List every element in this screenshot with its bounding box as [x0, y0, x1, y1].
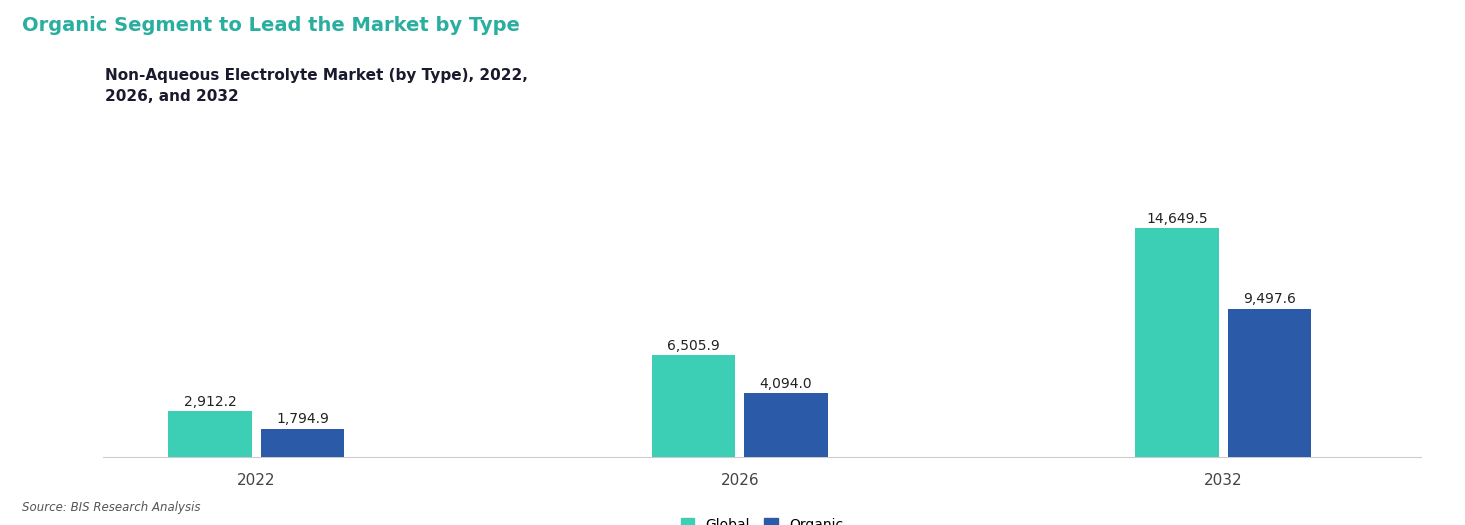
Bar: [744, 393, 828, 457]
Text: 14,649.5: 14,649.5: [1146, 212, 1209, 226]
Legend: Global, Organic: Global, Organic: [675, 513, 848, 525]
Bar: [652, 355, 735, 457]
Text: Non-Aqueous Electrolyte Market (by Type), 2022,
2026, and 2032: Non-Aqueous Electrolyte Market (by Type)…: [105, 68, 529, 104]
Text: Source: BIS Research Analysis: Source: BIS Research Analysis: [22, 501, 201, 514]
Text: 9,497.6: 9,497.6: [1242, 292, 1297, 306]
Text: 4,094.0: 4,094.0: [760, 376, 812, 391]
Text: 1,794.9: 1,794.9: [275, 413, 330, 426]
Bar: [1135, 228, 1219, 457]
Bar: [168, 411, 252, 457]
Text: Organic Segment to Lead the Market by Type: Organic Segment to Lead the Market by Ty…: [22, 16, 520, 35]
Text: 2,912.2: 2,912.2: [183, 395, 237, 409]
Bar: [1228, 309, 1311, 457]
Bar: [261, 429, 344, 457]
Text: 6,505.9: 6,505.9: [667, 339, 721, 353]
